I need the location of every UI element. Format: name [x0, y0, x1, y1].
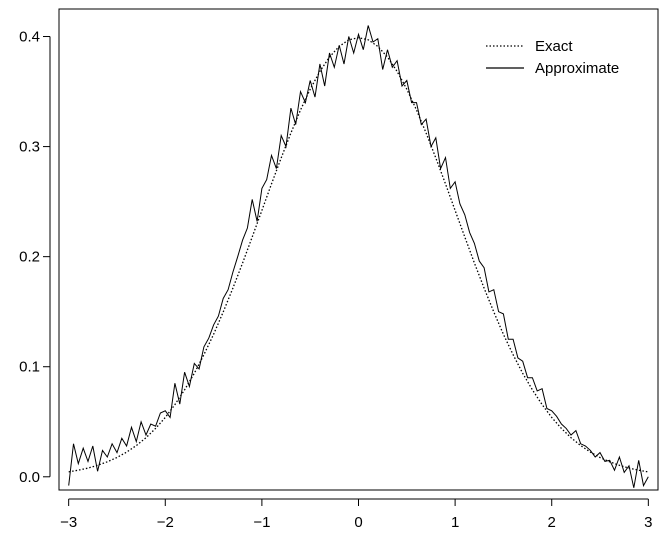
y-tick-label: 0.1 — [19, 359, 40, 376]
y-tick-label: 0.2 — [19, 249, 40, 266]
series-line-approximate — [68, 25, 649, 488]
axes: −3 −2 −1 0 1 2 3 0.0 0.1 0.2 0.3 0.4 — [19, 29, 652, 531]
x-tick-label: 2 — [548, 514, 556, 531]
y-tick-label: 0.3 — [19, 139, 40, 156]
y-tick-label: 0.4 — [19, 29, 40, 46]
series-line-exact — [68, 37, 649, 473]
x-tick-label: −2 — [157, 514, 174, 531]
plot-frame — [58, 8, 659, 491]
legend-label-exact: Exact — [535, 38, 573, 55]
x-tick-label: 1 — [451, 514, 459, 531]
y-tick-label: 0.0 — [19, 469, 40, 486]
legend: Exact Approximate — [486, 38, 619, 77]
legend-label-approximate: Approximate — [535, 60, 619, 77]
x-tick-label: −3 — [60, 514, 77, 531]
series-layer — [68, 25, 649, 488]
x-tick-label: 3 — [644, 514, 652, 531]
x-tick-label: −1 — [253, 514, 270, 531]
x-tick-label: 0 — [354, 514, 362, 531]
